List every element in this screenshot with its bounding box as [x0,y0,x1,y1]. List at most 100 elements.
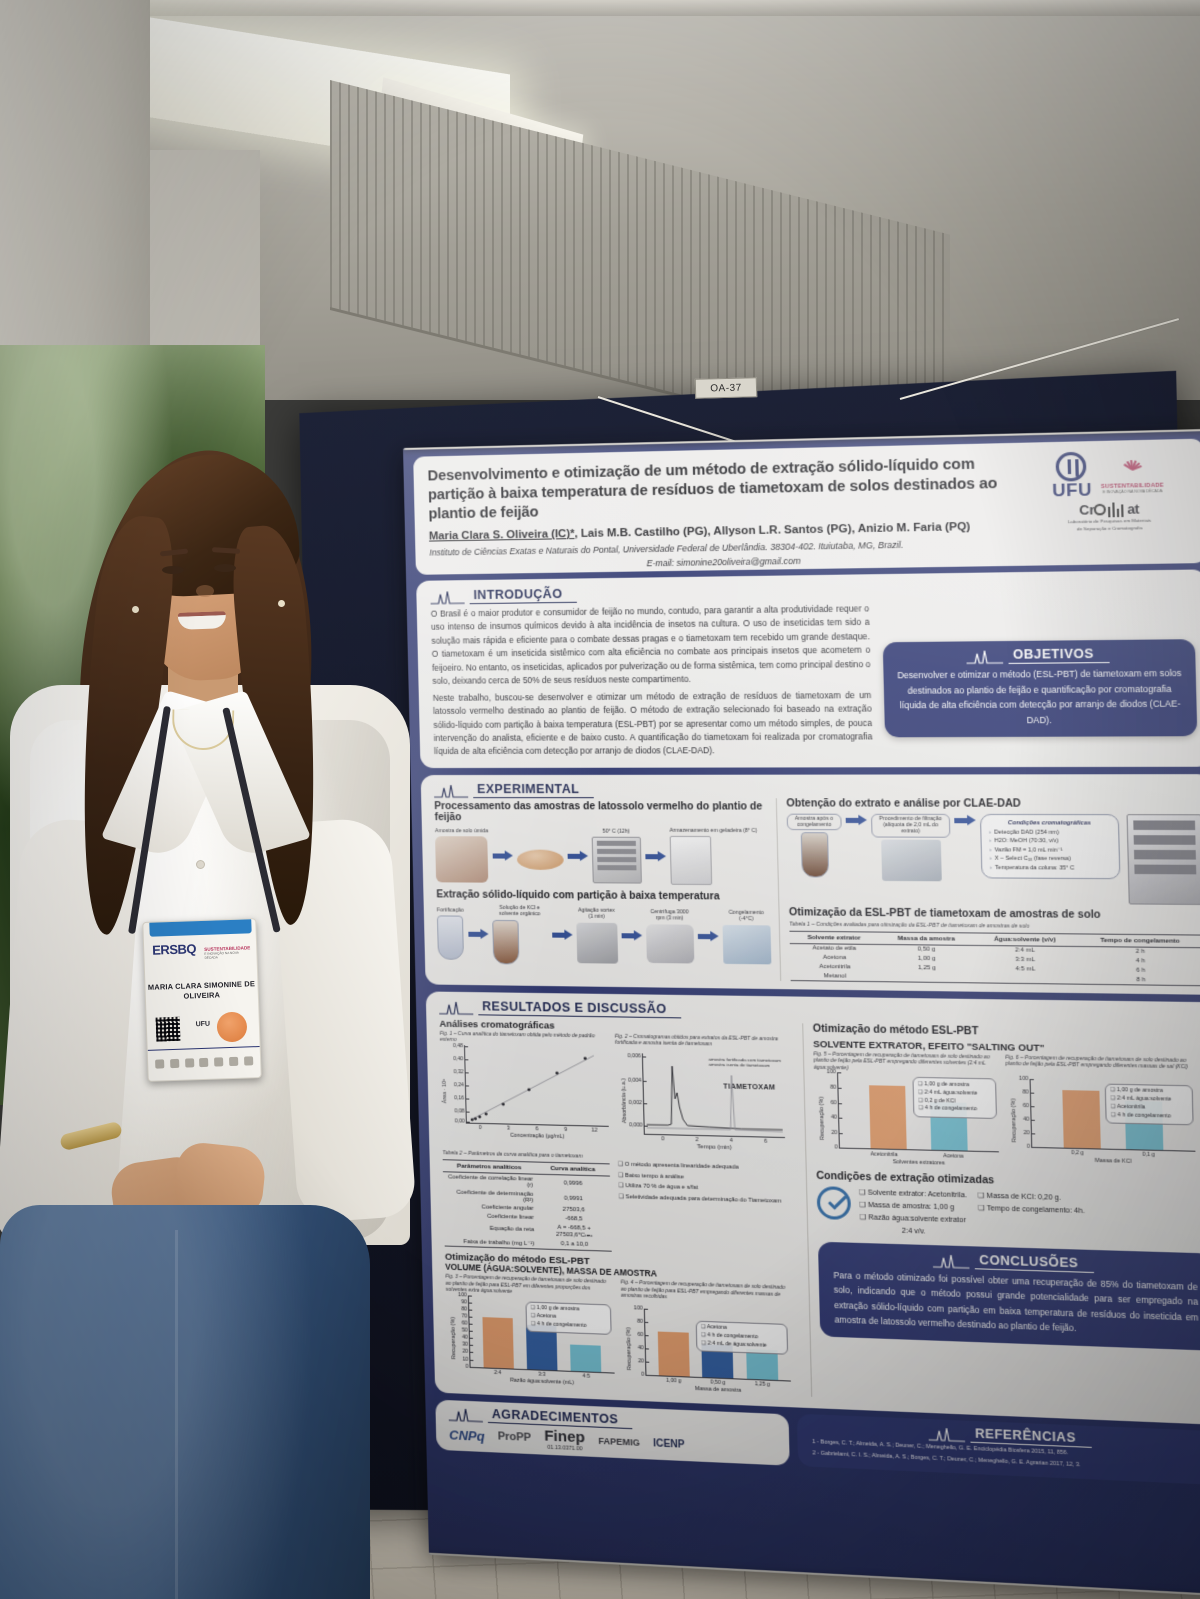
chromatogram-icon [430,590,464,604]
figure-5: Fig. 5 – Porcentagem de recuperação de t… [813,1051,999,1168]
flow-step-vortex: Agitação vortex (1 min) [576,908,619,964]
cromat-peaks-icon [1107,501,1126,517]
extract-analysis-heading: Obtenção do extrato e análise por CLAE-D… [786,798,1021,810]
fig1-ytick-2: 0,16 [454,1095,466,1101]
badge-sponsor-strip [147,1046,261,1078]
board-number-tag: OA-37 [694,377,758,399]
fig6-ytick-40: 40 [1023,1116,1032,1122]
figure-6: Fig. 6 – Porcentagem de recuperação de t… [1005,1055,1196,1173]
experimental-label: EXPERIMENTAL [472,781,594,798]
objetivos-body: Desenvolver e otimizar o método (ESL-PBT… [897,667,1182,726]
fortification-tube-photo [436,915,465,961]
flow2-caption-2: Solução de KCl e solvente orgânico [499,904,541,918]
bar-2-4 [482,1317,514,1369]
fig2-ytick-1: 0,002 [629,1100,645,1106]
cromat-sub-2: de Separação e Cromatografia [1076,524,1143,531]
section-experimental: EXPERIMENTAL Processamento das amostras … [420,773,1200,995]
propp-logo: ProPP [497,1430,532,1445]
hplc-instrument-photo [1126,813,1200,905]
flow-step-freeze: Congelamento (-4°C) [722,909,772,964]
fig2-ytick-2: 0,004 [628,1077,644,1083]
fig3-ytick-20: 20 [462,1349,470,1355]
burst-icon [1099,455,1166,484]
fig5-chart: Recuperação (%) 100 80 60 40 20 0 [814,1069,999,1168]
centrifuge-photo [645,923,695,964]
bar-acetonitrila [869,1085,907,1150]
chromatogram-icon-experimental [434,784,468,798]
bar-1-00g [657,1331,690,1377]
extract-flow: Amostra após o congelamento Procedimento… [786,813,1200,905]
fig1-ytick-5: 0,40 [453,1056,465,1062]
chromatography-bullets: O método apresenta linearidade adequada … [618,1152,788,1257]
arrow-icon-3 [645,850,666,862]
arrow-icon-9 [954,814,976,827]
fig6-ytick-20: 20 [1023,1130,1032,1136]
fig6-legend-4: 4 h de congelamento [1111,1112,1188,1122]
section-introducao: INTRODUÇÃO O Brasil é o maior produtor e… [416,569,1200,768]
fig3-ytick-50: 50 [462,1328,470,1334]
fig6-chart: Recuperação (%) 100 80 60 40 20 0 [1006,1076,1196,1168]
conditions-table: Solvente extrator Massa da amostra Água:… [789,931,1200,987]
chromatographic-conditions-box: Condições cromatográficas Detecção DAD (… [979,813,1121,880]
bar-kcl-0-2g [1062,1090,1102,1149]
chromatogram-icon-agradecimentos [448,1407,482,1423]
fapemig-logo: FAPEMIG [598,1436,640,1449]
sustentabilidade-sublabel: E INOVAÇÃO NA NOVA DÉCADA [1102,488,1163,494]
figure-2: Fig. 2 – Cromatogramas obtidos para extr… [615,1034,786,1153]
badge-stamp-icon [216,1011,248,1043]
cnpq-logo: CNPq [448,1427,485,1444]
cond-opt-5: Tempo de congelamento: 4h. [978,1203,1085,1218]
bar-4-5 [570,1344,602,1372]
fig4-plot: 100 80 60 40 20 0 [634,1305,791,1382]
objetivos-heading: OBJETIVOS [894,646,1185,665]
figure-4: Fig. 4 – Porcentagem de recuperação de t… [621,1280,792,1397]
flow-step-soil: Amostra de solo úmida [435,828,490,883]
fig3-chart: Recuperação (%) 100 90 80 70 60 50 40 3 [446,1292,615,1388]
table1-heading: Otimização da ESL-PBT de tiametoxam de a… [788,906,1101,921]
chromatogram-icon-objetivos [966,649,1003,664]
oven-photo [591,836,643,884]
fig2-chart: Absorbância (u.a.) 0,006 0,004 0,002 0,0… [615,1053,786,1153]
fig5-caption: Fig. 5 – Porcentagem de recuperação de t… [813,1051,990,1072]
flow-step-frozen-sample: Amostra após o congelamento [786,813,843,878]
flow-step-dish [516,841,564,871]
fig4-caption: Fig. 4 – Porcentagem de recuperação de t… [620,1279,786,1301]
table1-caption: Tabela 1 – Condições avaliadas para otim… [789,921,1030,930]
eye-left [162,566,184,574]
experimental-sub2: Extração sólido-líquido com partição à b… [436,889,720,903]
flow-step-kcl: Solução de KCl e solvente orgânico [492,905,549,965]
experimental-heading: EXPERIMENTAL [434,781,1200,798]
cond-item-2: H2O: MeOH (70:30, v/v) [989,837,1111,846]
fig1-xtick-3: 9 [564,1127,568,1134]
fridge-photo [669,835,713,886]
experimental-sub1: Processamento das amostras de latossolo … [434,800,763,824]
fig4-ytick-40: 40 [638,1345,646,1351]
fig6-cat-1: 0,2 g [1071,1150,1084,1157]
flow2-caption-4: Centrífuga 3000 rpm (3 min) [650,909,689,922]
fig2-xtick-0: 0 [661,1136,665,1143]
ceiling-beam [0,0,1200,16]
fig5-ytick-80: 80 [830,1085,838,1091]
icenp-logo: ICENP [653,1438,685,1451]
esl-pbt-flow: Fortificação Solução de KCl e solvente o… [437,904,772,967]
filtration-photo [881,839,942,881]
cond-col-2: Massa de KCl: 0,20 g. Tempo de congelame… [978,1190,1086,1243]
ufu-mark-icon [1055,451,1088,482]
flow2-caption-1: Fortificação [436,907,464,914]
finep-project-code: 01.13.0371.00 [547,1444,583,1453]
finep-logo: Finep [544,1427,586,1447]
fig5-ytick-20: 20 [831,1130,839,1136]
flow2-caption-5: Congelamento (-4°C) [728,909,764,923]
fig3-ytick-70: 70 [462,1313,470,1319]
badge-clip [149,918,252,937]
cell: Metanol [790,970,880,982]
jeans [0,1205,370,1599]
fig5-legend-4: 4 h de congelamento [918,1105,991,1115]
cell: 0,1 a 10,0 [537,1238,612,1252]
fig6-legend: 1,00 g de amostra 2:4 mL água:solvente A… [1104,1083,1194,1126]
flow-step-filtration: Procedimento de filtração (alíquota de 2… [870,813,952,881]
badge-theme-line-2: E INOVAÇÃO NA NOVA DÉCADA [204,950,239,960]
fig1-ytick-1: 0,08 [454,1108,466,1114]
fig1-ylabel: Área · 10⁵ [441,1078,449,1104]
